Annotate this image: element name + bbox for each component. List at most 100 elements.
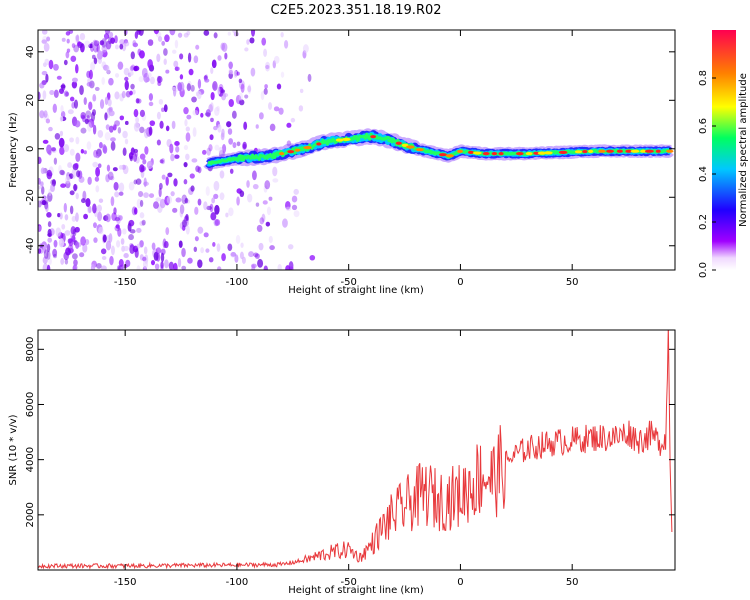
noise-blob — [257, 258, 264, 268]
noise-blob — [186, 30, 191, 36]
noise-blob — [148, 193, 155, 199]
noise-blob — [171, 120, 176, 130]
noise-blob — [183, 179, 188, 185]
noise-blob — [101, 256, 107, 261]
noise-blob — [104, 30, 111, 35]
noise-blob — [284, 39, 289, 49]
spectrogram-xtick-label: -100 — [226, 277, 249, 288]
noise-blob — [212, 242, 216, 247]
spectrogram-panel: -150 -100 -50 0 50 -40 -20 0 20 40 Height of stra… — [8, 29, 676, 296]
noise-blob — [150, 260, 156, 266]
snr-plot-area — [38, 330, 675, 570]
noise-blob — [51, 147, 56, 152]
noise-blob — [105, 240, 112, 251]
noise-blob — [293, 210, 300, 218]
noise-blob — [218, 146, 223, 155]
noise-blob — [75, 136, 80, 145]
ridge-hotspot — [482, 152, 490, 156]
noise-blob — [156, 53, 161, 63]
noise-blob — [155, 197, 162, 202]
ridge-hotspot — [574, 150, 583, 154]
noise-blob — [228, 98, 234, 108]
noise-blob — [65, 31, 71, 36]
noise-blob — [197, 166, 202, 174]
noise-blob — [88, 43, 94, 49]
noise-blob — [61, 37, 66, 42]
spectrogram-ytick-label: -20 — [25, 189, 36, 205]
noise-blob — [113, 207, 117, 215]
noise-blob — [119, 93, 124, 102]
noise-blob — [121, 41, 127, 52]
noise-blob — [133, 179, 138, 185]
noise-blob — [287, 244, 294, 250]
noise-blob — [66, 48, 71, 53]
noise-blob — [158, 182, 163, 190]
noise-blob — [97, 50, 103, 60]
noise-blob — [84, 118, 90, 125]
snr-ytick-label: 8000 — [25, 337, 36, 362]
noise-blob — [286, 140, 292, 147]
noise-blob — [221, 143, 227, 154]
noise-blob — [194, 106, 200, 116]
noise-blob — [236, 141, 241, 147]
ridge-band-3 — [207, 132, 672, 166]
noise-blob — [146, 72, 152, 78]
noise-blob — [261, 37, 267, 46]
noise-blob — [158, 98, 164, 105]
noise-blob — [137, 191, 144, 198]
noise-blob — [130, 51, 135, 60]
noise-blob — [163, 58, 167, 65]
spectrogram-xtick-label: -50 — [341, 277, 357, 288]
noise-blob — [212, 81, 218, 91]
noise-blob — [83, 213, 89, 220]
noise-blob — [293, 188, 299, 195]
noise-blob — [143, 192, 149, 198]
noise-blob — [93, 237, 98, 243]
noise-blob — [106, 164, 111, 172]
noise-blob — [163, 104, 168, 113]
noise-blob — [70, 55, 77, 62]
noise-blob — [307, 73, 312, 82]
ridge-hotspot — [379, 137, 389, 141]
noise-blob — [160, 252, 165, 263]
noise-blob — [189, 173, 195, 179]
noise-blob — [40, 167, 45, 175]
noise-blob — [121, 90, 126, 99]
ridge-hotspot — [352, 136, 358, 140]
ridge-hotspot — [598, 149, 606, 153]
noise-blob — [192, 127, 197, 138]
noise-blob — [88, 101, 93, 111]
noise-blob — [247, 193, 253, 203]
snr-series-line — [38, 330, 673, 570]
noise-blob — [136, 30, 142, 35]
noise-blob — [104, 112, 108, 121]
noise-blob — [99, 99, 105, 109]
noise-blob — [75, 192, 79, 200]
noise-blob — [144, 146, 149, 155]
noise-blob — [255, 124, 259, 129]
noise-blob — [195, 44, 200, 50]
colorbar-tick-label: 0.8 — [698, 70, 709, 86]
noise-blob — [213, 125, 218, 131]
noise-blob — [258, 242, 264, 251]
ridge-hotspot — [335, 138, 344, 142]
noise-blob — [219, 170, 225, 179]
noise-blob — [47, 237, 53, 243]
ridge-hotspot — [457, 149, 463, 153]
snr-ytick-label: 4000 — [25, 447, 36, 472]
noise-blob — [183, 161, 188, 168]
noise-blob — [64, 230, 71, 236]
noise-blob — [160, 261, 164, 269]
noise-blob — [278, 107, 284, 115]
noise-blob — [38, 224, 42, 232]
noise-blob — [210, 117, 214, 123]
noise-blob — [73, 183, 78, 192]
ridge-hotspot — [666, 149, 674, 153]
noise-blob — [75, 34, 80, 43]
noise-blob — [64, 258, 69, 265]
noise-blob — [154, 263, 160, 270]
noise-blob — [229, 168, 234, 174]
noise-blob — [230, 252, 237, 257]
noise-blob — [110, 196, 115, 207]
spectrogram-xtick-label: 50 — [566, 277, 579, 288]
